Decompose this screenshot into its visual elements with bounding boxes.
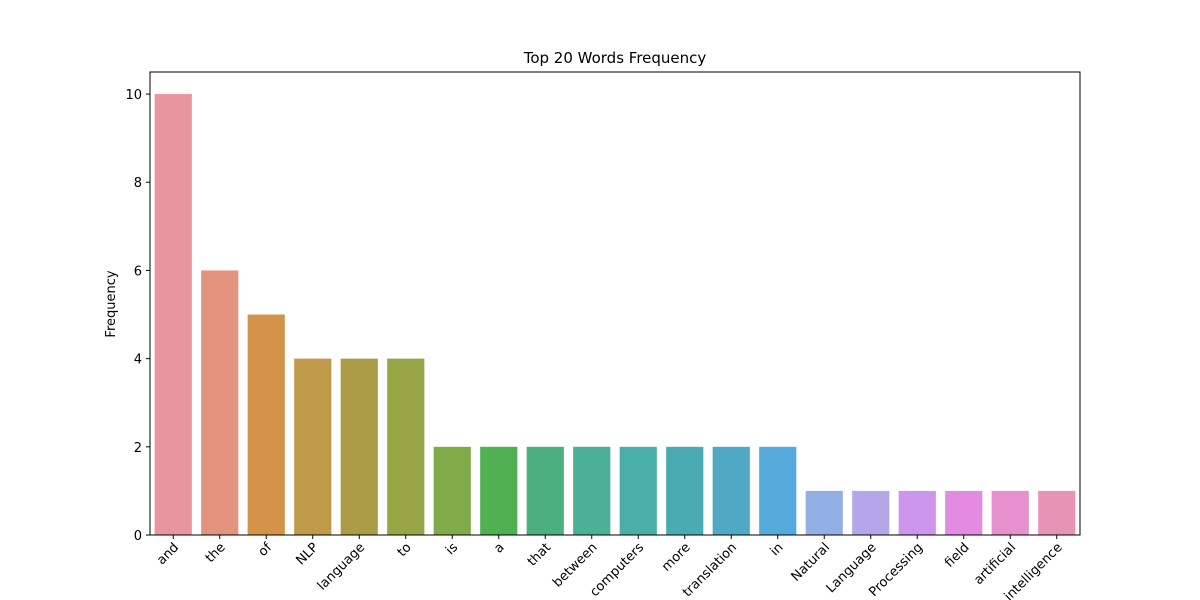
x-tick-label: the (203, 540, 229, 566)
y-tick-label: 0 (134, 529, 142, 544)
y-tick-label: 4 (134, 353, 142, 368)
x-tick-label: artificial (971, 540, 1019, 588)
bar-that (526, 446, 564, 535)
bar-computers (619, 446, 657, 535)
chart-title: Top 20 Words Frequency (523, 49, 707, 67)
bar-to (387, 358, 425, 535)
bar-and (154, 94, 192, 536)
y-tick-label: 2 (134, 441, 142, 456)
x-tick-label: in (768, 540, 787, 559)
x-tick-label: NLP (293, 540, 321, 568)
x-tick-label: more (659, 540, 693, 574)
bar-intelligence (1038, 490, 1076, 535)
bar-between (573, 446, 611, 535)
y-tick-label: 8 (134, 176, 142, 191)
y-tick-label: 6 (134, 264, 142, 279)
x-tick-label: Natural (789, 540, 834, 585)
bar-in (759, 446, 797, 535)
bars-group (154, 94, 1076, 536)
x-tick-label: of (256, 540, 276, 560)
bar-of (247, 314, 285, 535)
x-tick-label: field (942, 540, 972, 570)
x-tick-label: to (395, 540, 415, 560)
bar-natural (805, 490, 843, 535)
x-tick-label: that (525, 540, 554, 569)
bar-artificial (991, 490, 1029, 535)
x-tick-label: is (443, 540, 461, 558)
y-axis-label: Frequency (104, 270, 119, 337)
bar-language (852, 490, 890, 535)
bar-the (201, 270, 239, 535)
plot-area-frame (149, 71, 1081, 536)
bar-field (945, 490, 983, 535)
y-tick-label: 10 (125, 88, 142, 103)
bar-processing (898, 490, 936, 535)
bar-translation (712, 446, 750, 535)
x-tick-label: language (315, 540, 368, 593)
bar-is (433, 446, 471, 535)
bar-language (340, 358, 378, 535)
y-axis-ticks: 0 2 4 6 8 10 (125, 88, 150, 544)
x-tick-label: and (154, 540, 182, 568)
bar-a (480, 446, 518, 535)
bar-nlp (294, 358, 332, 535)
x-tick-label: a (491, 540, 507, 556)
bar-more (666, 446, 704, 535)
